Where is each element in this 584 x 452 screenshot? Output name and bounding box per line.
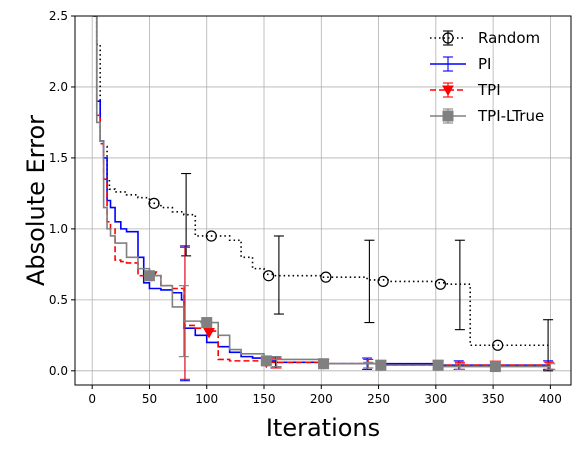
series-line [93, 16, 551, 347]
legend-item: Random [430, 29, 540, 47]
y-tick-label: 2.5 [49, 9, 68, 23]
x-tick-label: 250 [367, 392, 390, 406]
data-point [434, 278, 447, 290]
x-tick-label: 300 [424, 392, 447, 406]
y-tick-label: 2.0 [49, 80, 68, 94]
data-point [492, 339, 504, 351]
x-tick-label: 0 [88, 392, 96, 406]
legend-marker [442, 32, 454, 44]
legend-item: TPI [430, 81, 501, 99]
grid [75, 15, 571, 385]
series-layer [93, 16, 556, 382]
data-point [377, 275, 389, 287]
legend-marker [442, 110, 454, 122]
legend-marker [442, 85, 454, 97]
legend-label: TPI [477, 81, 501, 99]
legend-label: PI [478, 55, 491, 73]
data-point [489, 361, 501, 373]
data-point [318, 358, 330, 370]
series-tpi-ltrue [93, 16, 556, 373]
y-axis-label: Absolute Error [22, 115, 50, 286]
legend: Random PI TPI TPI-LTrue [430, 29, 544, 125]
legend-item: PI [430, 55, 491, 73]
data-point [201, 317, 213, 329]
data-point [432, 359, 444, 371]
data-point [203, 327, 215, 339]
x-axis-label: Iterations [266, 414, 380, 442]
legend-item: TPI-LTrue [430, 107, 544, 125]
data-point [260, 355, 272, 367]
x-tick-label: 50 [142, 392, 157, 406]
data-point [320, 271, 332, 283]
data-point [143, 270, 155, 282]
data-point [262, 270, 275, 282]
x-tick-label: 350 [482, 392, 505, 406]
y-tick-label: 0.5 [49, 293, 68, 307]
legend-label: TPI-LTrue [477, 107, 544, 125]
y-tick-label: 1.5 [49, 151, 68, 165]
x-tick-label: 200 [310, 392, 333, 406]
x-tick-label: 100 [195, 392, 218, 406]
y-tick-label: 0.0 [49, 364, 68, 378]
axis-ticks: 0 50 100 150 200 250 300 350 400 0.0 0.5 1.0 1.5 2.0 2… [49, 9, 562, 406]
legend-label: Random [478, 29, 540, 47]
data-point [205, 230, 217, 242]
data-point [375, 359, 387, 371]
y-tick-label: 1.0 [49, 222, 68, 236]
plot-frame [74, 15, 572, 386]
x-tick-label: 150 [253, 392, 276, 406]
x-tick-label: 400 [539, 392, 562, 406]
series-random [93, 16, 554, 372]
data-point [148, 197, 160, 209]
series-line [93, 16, 551, 368]
